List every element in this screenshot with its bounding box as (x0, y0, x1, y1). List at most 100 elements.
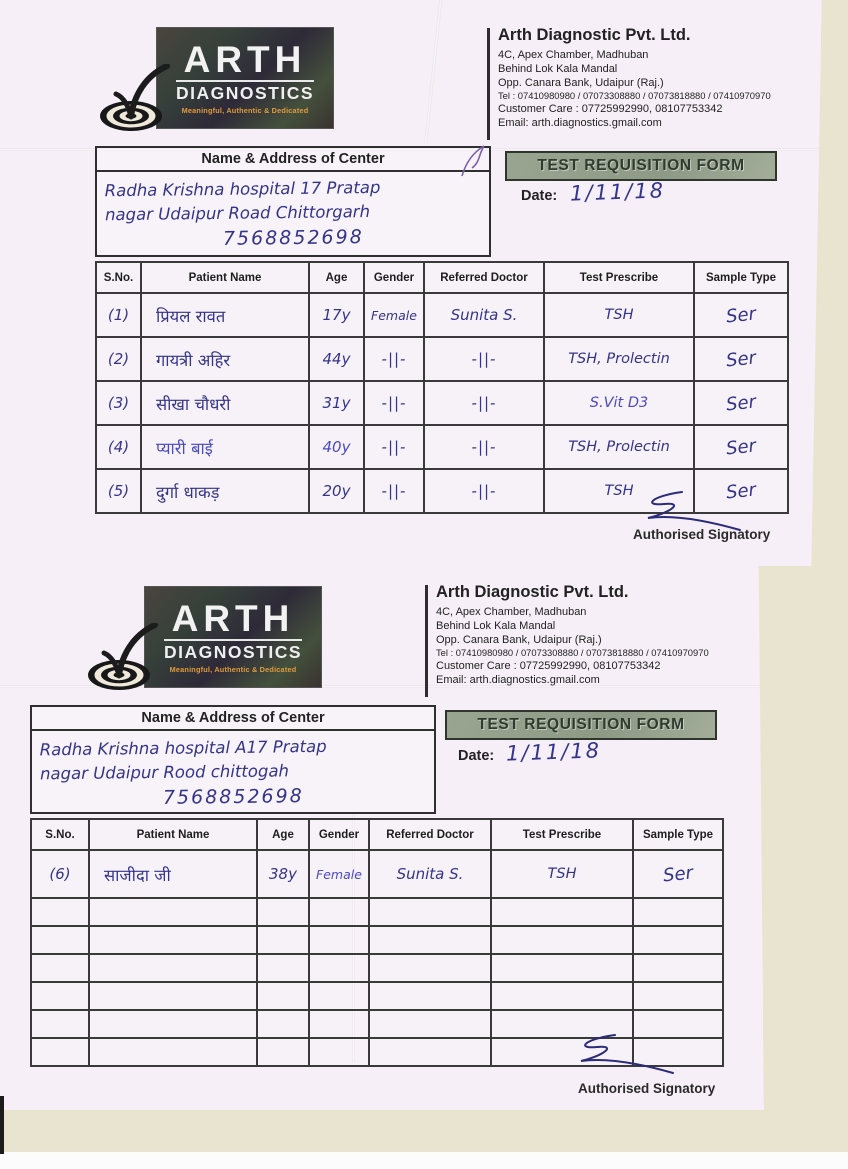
logo-tagline: Meaningful, Authentic & Dedicated (181, 106, 309, 116)
pen-mark (461, 145, 485, 177)
center-address-handwriting: Radha Krishna hospital A17 Pratap nagar … (32, 729, 435, 814)
authorised-signatory-label: Authorised Signatory (578, 1081, 716, 1096)
cell-doctor: -||- (425, 382, 545, 424)
table-row: (3) सीखा चौधरी 31y -||- -||- S.Vit D3 Se… (97, 382, 787, 426)
form-title: TEST REQUISITION FORM (445, 710, 717, 740)
company-name: Arth Diagnostic Pvt. Ltd. (498, 26, 691, 44)
company-care-line: Customer Care : 07725992990, 08107753342 (436, 660, 661, 673)
paper-crease (424, 0, 443, 144)
signature-scribble (580, 1034, 674, 1074)
company-name: Arth Diagnostic Pvt. Ltd. (436, 583, 629, 601)
table-row: (5) दुर्गा धाकड़ 20y -||- -||- TSH Ser (97, 470, 787, 512)
table-row-empty (32, 983, 722, 1011)
form-sheet-2: ARTH DIAGNOSTICS Meaningful, Authentic &… (0, 563, 764, 1110)
cell-gender: Female (365, 294, 425, 336)
cell-age: 17y (310, 294, 365, 336)
logo-brand-text: ARTH (183, 38, 307, 80)
table-row: (2) गायत्री अहिर 44y -||- -||- TSH, Prol… (97, 338, 787, 382)
logo-tagline: Meaningful, Authentic & Dedicated (169, 665, 297, 675)
company-address-line: 4C, Apex Chamber, Madhuban (436, 606, 587, 618)
cell-age: 38y (258, 851, 310, 897)
table-row: (4) प्यारी बाई 40y -||- -||- TSH, Prolec… (97, 426, 787, 470)
paper-crease (0, 148, 822, 151)
address-phone: 7568852698 (222, 225, 364, 250)
cell-test: TSH (545, 470, 695, 512)
cell-sample: Ser (725, 302, 757, 328)
col-header-doctor: Referred Doctor (370, 820, 492, 849)
col-header-gender: Gender (310, 820, 370, 849)
center-address-box: Name & Address of Center Radha Krishna h… (30, 705, 436, 814)
cell-age: 31y (310, 382, 365, 424)
company-address-line: Opp. Canara Bank, Udaipur (Raj.) (436, 634, 602, 647)
cell-patient-name: सीखा चौधरी (142, 382, 310, 424)
cell-gender: -||- (365, 338, 425, 380)
scan-edge-shadow (0, 1096, 4, 1154)
cell-test: TSH (545, 294, 695, 336)
cell-gender: -||- (365, 470, 425, 512)
header-divider (425, 585, 428, 697)
paper-crease (0, 685, 764, 688)
cell-patient-name: दुर्गा धाकड़ (142, 470, 310, 512)
col-header-name: Patient Name (90, 820, 258, 849)
company-info: Arth Diagnostic Pvt. Ltd. 4C, Apex Chamb… (498, 26, 818, 130)
table-row-empty (32, 1039, 722, 1065)
col-header-sno: S.No. (97, 263, 142, 292)
col-header-age: Age (258, 820, 310, 849)
table-row: (6) साजीदा जी 38y Female Sunita S. TSH S… (32, 851, 722, 899)
company-phone-line: Tel : 07410980980 / 07073308880 / 070738… (436, 647, 709, 659)
patients-table-2: S.No. Patient Name Age Gender Referred D… (30, 818, 724, 1067)
company-address-line: 4C, Apex Chamber, Madhuban (498, 49, 649, 61)
cell-sample: Ser (725, 434, 757, 460)
center-address-box: Name & Address of Center Radha Krishna h… (95, 146, 491, 257)
cell-doctor: -||- (425, 426, 545, 468)
table-row-empty (32, 927, 722, 955)
form-sheet-1: ARTH DIAGNOSTICS Meaningful, Authentic &… (0, 0, 822, 566)
col-header-name: Patient Name (142, 263, 310, 292)
cell-age: 20y (310, 470, 365, 512)
cell-age: 44y (310, 338, 365, 380)
cell-patient-name: प्रियल रावत (142, 294, 310, 336)
cell-test: TSH, Prolectin (545, 426, 695, 468)
cell-gender: -||- (365, 382, 425, 424)
table-row: (1) प्रियल रावत 17y Female Sunita S. TSH… (97, 294, 787, 338)
cell-gender: Female (310, 851, 370, 897)
col-header-sample: Sample Type (642, 828, 714, 841)
cell-test: S.Vit D3 (545, 382, 695, 424)
col-header-age: Age (310, 263, 365, 292)
table-header-row: S.No. Patient Name Age Gender Referred D… (32, 820, 722, 851)
scanner-bed-strip (0, 1152, 848, 1169)
cell-test: TSH (492, 851, 634, 897)
date-value: 1/11/18 (569, 178, 666, 206)
cell-sno: (4) (97, 426, 142, 468)
company-phone-line: Tel : 07410980980 / 07073308880 / 070738… (498, 90, 771, 102)
logo-box: ARTH DIAGNOSTICS Meaningful, Authentic &… (157, 28, 333, 128)
logo-sub-text: DIAGNOSTICS (163, 638, 303, 662)
company-email-line: Email: arth.diagnostics.gmail.com (436, 674, 600, 687)
target-dart-icon (100, 64, 170, 131)
cell-patient-name: गायत्री अहिर (142, 338, 310, 380)
center-box-title: Name & Address of Center (97, 148, 489, 172)
company-address-line: Behind Lok Kala Mandal (498, 63, 618, 76)
cell-test: TSH, Prolectin (545, 338, 695, 380)
center-box-title: Name & Address of Center (32, 707, 434, 731)
cell-sno: (5) (97, 470, 142, 512)
col-header-sample: Sample Type (705, 271, 777, 284)
date-label: Date: (521, 188, 558, 204)
header-divider (487, 28, 490, 140)
cell-sno: (6) (32, 851, 90, 897)
cell-sno: (2) (97, 338, 142, 380)
authorised-signatory-label: Authorised Signatory (633, 527, 771, 542)
cell-sno: (1) (97, 294, 142, 336)
patients-table-1: S.No. Patient Name Age Gender Referred D… (95, 261, 789, 514)
col-header-gender: Gender (365, 263, 425, 292)
col-header-doctor: Referred Doctor (425, 263, 545, 292)
arth-logo: ARTH DIAGNOSTICS Meaningful, Authentic &… (83, 581, 323, 693)
logo-brand-text: ARTH (171, 597, 295, 639)
signature-scribble (647, 491, 741, 531)
logo-box: ARTH DIAGNOSTICS Meaningful, Authentic &… (145, 587, 321, 687)
col-header-sno: S.No. (32, 820, 90, 849)
arth-logo: ARTH DIAGNOSTICS Meaningful, Authentic &… (95, 22, 335, 134)
company-email-line: Email: arth.diagnostics.gmail.com (498, 117, 662, 130)
cell-doctor: Sunita S. (425, 294, 545, 336)
